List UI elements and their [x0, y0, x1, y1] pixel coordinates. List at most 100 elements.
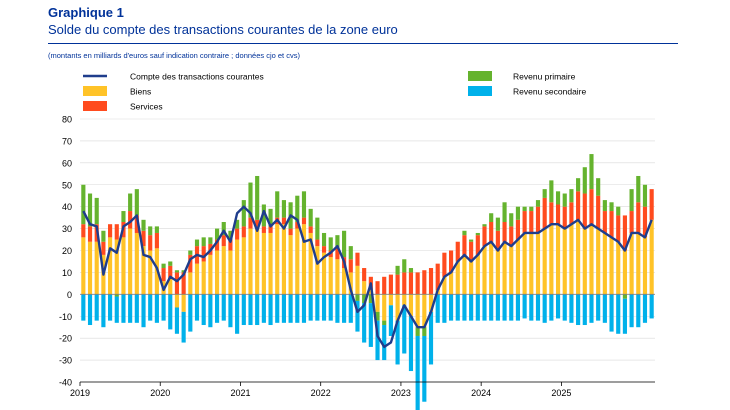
bar-secondary	[108, 294, 113, 321]
bar-secondary	[214, 294, 220, 323]
bar-services	[128, 211, 133, 229]
bar-goods	[328, 257, 333, 295]
bar-goods	[168, 278, 173, 295]
bar-goods	[335, 259, 340, 295]
bar-services	[362, 268, 367, 282]
bar-secondary	[388, 305, 393, 336]
bar-secondary	[542, 294, 547, 323]
legend-label-services: Services	[130, 102, 163, 112]
bar-secondary	[622, 298, 627, 334]
bar-secondary	[589, 294, 594, 323]
bar-services	[529, 211, 534, 233]
bar-primary	[542, 189, 547, 198]
bar-services	[622, 215, 627, 251]
bar-goods	[569, 224, 574, 295]
bar-services	[475, 235, 480, 255]
bar-goods	[622, 250, 627, 295]
bar-secondary	[241, 294, 246, 326]
bar-secondary	[141, 294, 146, 328]
bar-primary	[228, 230, 233, 240]
bar-secondary	[482, 294, 487, 321]
bar-services	[569, 202, 574, 225]
bar-goods	[362, 281, 367, 295]
bar-goods	[375, 294, 380, 312]
bar-secondary	[642, 294, 648, 323]
bar-goods	[241, 237, 246, 295]
bar-primary	[522, 206, 527, 212]
bar-services	[582, 193, 587, 229]
bar-secondary	[228, 294, 233, 328]
bar-secondary	[342, 294, 347, 323]
bar-goods	[415, 294, 420, 328]
bar-secondary	[301, 294, 307, 323]
bar-goods	[535, 232, 541, 295]
bar-primary	[328, 237, 333, 251]
bar-secondary	[596, 294, 601, 321]
bar-services	[375, 281, 380, 295]
x-tick-label: 2020	[150, 388, 170, 398]
bar-services	[522, 211, 527, 233]
bar-secondary	[235, 294, 240, 334]
bar-secondary	[328, 294, 333, 321]
bar-primary	[469, 239, 474, 242]
bar-primary	[235, 219, 240, 229]
bar-services	[81, 224, 86, 238]
bar-primary	[248, 182, 253, 218]
bar-secondary	[201, 294, 206, 326]
bar-secondary	[455, 294, 460, 321]
bar-goods	[288, 235, 293, 295]
bar-goods	[87, 241, 93, 295]
bar-primary	[596, 178, 601, 196]
bar-secondary	[154, 294, 159, 323]
bar-services	[308, 226, 313, 233]
bar-secondary	[522, 294, 527, 319]
bar-secondary	[415, 335, 420, 410]
bar-goods	[181, 294, 186, 312]
bar-primary	[148, 226, 153, 236]
y-tick-label: 30	[62, 224, 72, 234]
bar-goods	[281, 224, 286, 295]
y-tick-label: 70	[62, 136, 72, 146]
bar-services	[535, 206, 541, 233]
y-tick-label: 50	[62, 180, 72, 190]
bar-services	[108, 224, 113, 238]
legend-label-secondary: Revenu secondaire	[513, 87, 587, 97]
bar-secondary	[168, 294, 173, 330]
bar-secondary	[194, 294, 200, 321]
bar-services	[141, 230, 146, 247]
bar-goods	[261, 232, 266, 295]
bar-services	[188, 254, 193, 273]
x-axis: 2019 2020 2021 2022 2023 2024 2025	[70, 381, 655, 398]
bar-services	[87, 226, 93, 242]
bar-goods	[495, 250, 500, 295]
bar-services	[415, 272, 420, 295]
bar-services	[161, 268, 166, 282]
bar-secondary	[529, 294, 534, 321]
bar-primary	[475, 232, 480, 236]
bar-primary	[495, 217, 500, 231]
bar-services	[228, 239, 233, 251]
bar-goods	[422, 294, 427, 328]
chart-label: Graphique 1	[48, 5, 124, 20]
bar-goods	[522, 232, 527, 295]
bar-goods	[596, 228, 601, 295]
bar-goods	[502, 241, 507, 295]
bar-goods	[555, 224, 561, 295]
bar-secondary	[161, 294, 166, 321]
bar-goods	[301, 224, 307, 295]
bar-primary	[181, 270, 186, 273]
bar-secondary	[462, 294, 467, 321]
bar-secondary	[148, 294, 153, 321]
bar-services	[148, 235, 153, 251]
bar-goods	[355, 265, 360, 295]
bar-goods	[408, 294, 414, 317]
bar-primary	[382, 320, 387, 326]
bar-goods	[315, 246, 320, 295]
bar-primary	[582, 167, 587, 194]
bar-secondary	[562, 294, 567, 321]
bar-goods	[295, 228, 300, 295]
x-tick-label: 2023	[391, 388, 411, 398]
bar-secondary	[101, 294, 106, 328]
bar-services	[281, 217, 286, 225]
y-tick-label: -30	[59, 356, 72, 366]
